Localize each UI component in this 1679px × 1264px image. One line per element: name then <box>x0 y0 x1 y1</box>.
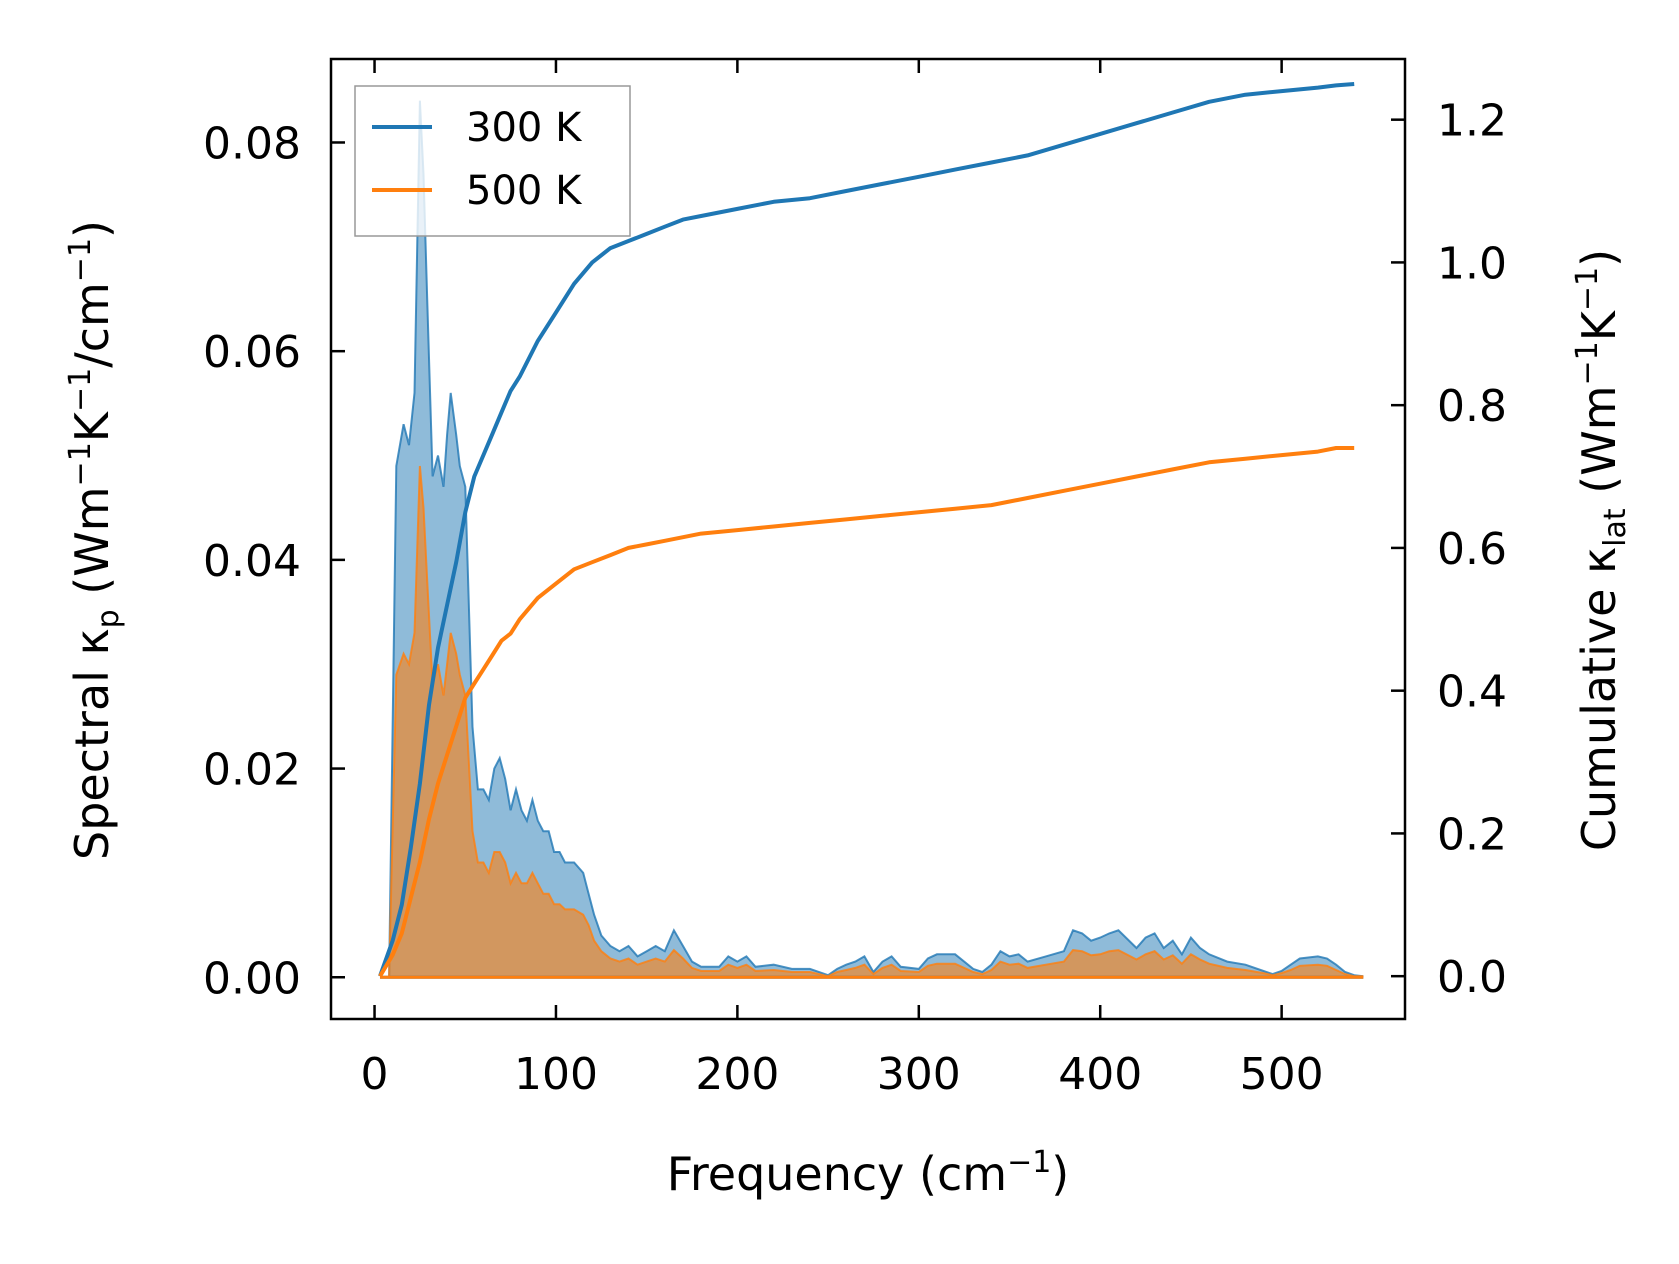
y2-tick-label: 0.2 <box>1437 809 1507 860</box>
x-axis: 0 100 200 300 400 500 <box>361 59 1324 1100</box>
y2-tick-label: 1.0 <box>1437 238 1507 289</box>
x-tick-label: 400 <box>1058 1049 1142 1100</box>
y2-tick-label: 0.6 <box>1437 524 1507 575</box>
x-axis-title: Frequency (cm−1) <box>667 1145 1070 1201</box>
y-axis-right: 0.0 0.2 0.4 0.6 0.8 1.0 1.2 <box>1391 96 1507 1003</box>
cumulative-line-300k <box>378 82 1355 977</box>
y-axis-left: 0.00 0.02 0.04 0.06 0.08 <box>203 118 345 1004</box>
y-axis-title-right: Cumulative κlat (Wm−1K−1) <box>1570 249 1633 851</box>
y-tick-label: 0.06 <box>203 327 301 378</box>
y2-tick-label: 0.0 <box>1437 952 1507 1003</box>
y-tick-label: 0.04 <box>203 536 301 587</box>
y2-tick-label: 0.4 <box>1437 667 1507 718</box>
y2-tick-label: 1.2 <box>1437 96 1507 147</box>
spectral-fill-500k <box>380 466 1364 978</box>
legend-label-300k: 300 K <box>466 105 583 151</box>
plot-frame <box>329 57 1407 1021</box>
y-tick-label: 0.02 <box>203 745 301 796</box>
spectral-line-500k <box>380 465 1364 979</box>
legend-box <box>354 85 631 237</box>
line-layer <box>378 82 1364 979</box>
y-tick-label: 0.00 <box>203 953 301 1004</box>
cumulative-line-500k <box>378 446 1355 978</box>
legend: 300 K 500 K <box>354 85 631 237</box>
x-tick-label: 500 <box>1240 1049 1324 1100</box>
y2-tick-label: 0.8 <box>1437 381 1507 432</box>
y-axis-title-left: Spectral κp (Wm−1K−1/cm−1) <box>63 220 126 860</box>
x-tick-label: 200 <box>695 1049 779 1100</box>
x-tick-label: 100 <box>514 1049 598 1100</box>
spectral-fill-layer <box>380 100 1364 978</box>
spectral-line-300k <box>380 100 1364 979</box>
y-tick-label: 0.08 <box>203 118 301 169</box>
legend-label-500k: 500 K <box>466 168 583 214</box>
x-tick-label: 0 <box>361 1049 389 1100</box>
x-tick-label: 300 <box>877 1049 961 1100</box>
